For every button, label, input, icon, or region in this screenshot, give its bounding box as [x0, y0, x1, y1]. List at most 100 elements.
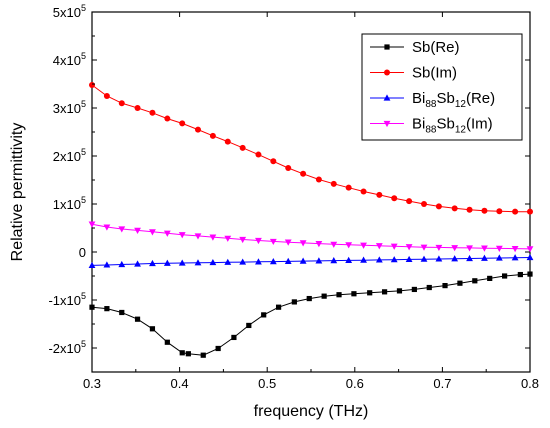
- data-point: [330, 180, 337, 187]
- data-point: [330, 241, 338, 248]
- data-point: [164, 115, 171, 122]
- data-point: [442, 283, 448, 289]
- data-point: [360, 188, 367, 195]
- data-point: [375, 243, 383, 250]
- data-point: [89, 304, 95, 310]
- x-tick-label: 0.3: [83, 376, 101, 391]
- y-tick-label: 4x105: [53, 51, 86, 68]
- data-point: [118, 226, 126, 233]
- data-point: [421, 201, 428, 207]
- data-point: [527, 208, 533, 215]
- data-point: [345, 184, 352, 191]
- data-point: [511, 246, 519, 253]
- data-point: [200, 352, 206, 358]
- data-point: [299, 240, 307, 247]
- data-point: [360, 242, 367, 249]
- data-point: [209, 234, 217, 241]
- data-point: [270, 158, 277, 165]
- data-point: [451, 205, 458, 212]
- data-point: [215, 345, 221, 352]
- data-point: [231, 334, 237, 341]
- x-tick-label: 0.8: [521, 376, 539, 391]
- series-2: [88, 253, 534, 269]
- data-point: [360, 256, 367, 263]
- data-point: [149, 229, 156, 236]
- data-point: [269, 238, 277, 246]
- data-point: [149, 326, 156, 332]
- legend-entry-2: Bi88Sb12(Re): [412, 90, 495, 110]
- data-point: [255, 258, 262, 265]
- series-layer: [88, 81, 534, 358]
- data-point: [315, 176, 322, 183]
- data-point: [390, 256, 398, 263]
- data-point: [512, 208, 519, 215]
- data-point: [336, 292, 342, 298]
- data-point: [391, 195, 398, 202]
- x-tick-label: 0.4: [171, 376, 189, 391]
- data-point: [496, 208, 503, 215]
- data-point: [420, 244, 428, 251]
- data-point: [501, 273, 508, 279]
- y-tick-label: 3x105: [53, 99, 86, 116]
- legend-marker: [384, 69, 390, 76]
- data-point: [451, 245, 459, 252]
- data-point: [285, 165, 292, 171]
- data-point: [179, 120, 186, 127]
- data-point: [315, 241, 323, 248]
- data-point: [527, 271, 533, 277]
- series-0: [89, 271, 533, 358]
- x-tick-label: 0.7: [433, 376, 451, 391]
- data-point: [178, 232, 186, 239]
- series-line: [91, 223, 531, 250]
- data-point: [435, 203, 442, 210]
- data-point: [466, 254, 473, 262]
- data-point: [451, 255, 459, 262]
- data-point: [224, 258, 232, 265]
- data-point: [209, 132, 216, 139]
- y-tick-label: 0: [79, 245, 86, 260]
- y-tick-label: 2x105: [53, 147, 86, 164]
- data-point: [284, 239, 292, 246]
- data-point: [426, 284, 432, 291]
- legend-marker: [383, 94, 391, 101]
- data-point: [104, 306, 110, 312]
- y-axis-title: Relative permittivity: [9, 123, 26, 262]
- data-point: [472, 278, 478, 284]
- data-point: [495, 254, 503, 261]
- data-point: [435, 244, 443, 252]
- data-point: [255, 237, 262, 245]
- data-point: [511, 254, 519, 261]
- data-point: [300, 170, 307, 177]
- data-point: [149, 259, 156, 267]
- legend-entry-1: Sb(Im): [412, 65, 457, 82]
- data-point: [224, 138, 231, 145]
- data-point: [194, 259, 202, 266]
- data-point: [405, 244, 413, 251]
- series-line: [91, 273, 531, 356]
- data-point: [376, 191, 383, 198]
- data-point: [435, 255, 443, 262]
- data-point: [517, 271, 523, 278]
- data-point: [315, 257, 323, 264]
- data-point: [261, 312, 267, 318]
- data-point: [345, 242, 353, 249]
- data-point: [163, 230, 171, 237]
- data-point: [246, 322, 252, 329]
- data-point: [466, 206, 473, 213]
- data-point: [411, 286, 417, 293]
- data-point: [481, 207, 488, 214]
- data-point: [526, 246, 534, 253]
- data-point: [88, 261, 96, 269]
- legend-entry-3: Bi88Sb12(Im): [412, 116, 493, 136]
- x-tick-label: 0.5: [258, 376, 276, 391]
- data-point: [381, 289, 388, 295]
- data-point: [119, 309, 125, 316]
- data-point: [164, 339, 170, 345]
- data-point: [526, 253, 534, 261]
- data-point: [269, 258, 277, 265]
- data-point: [420, 255, 428, 262]
- data-point: [466, 245, 473, 252]
- series-3: [88, 221, 534, 253]
- y-tick-label: -1x105: [48, 291, 86, 308]
